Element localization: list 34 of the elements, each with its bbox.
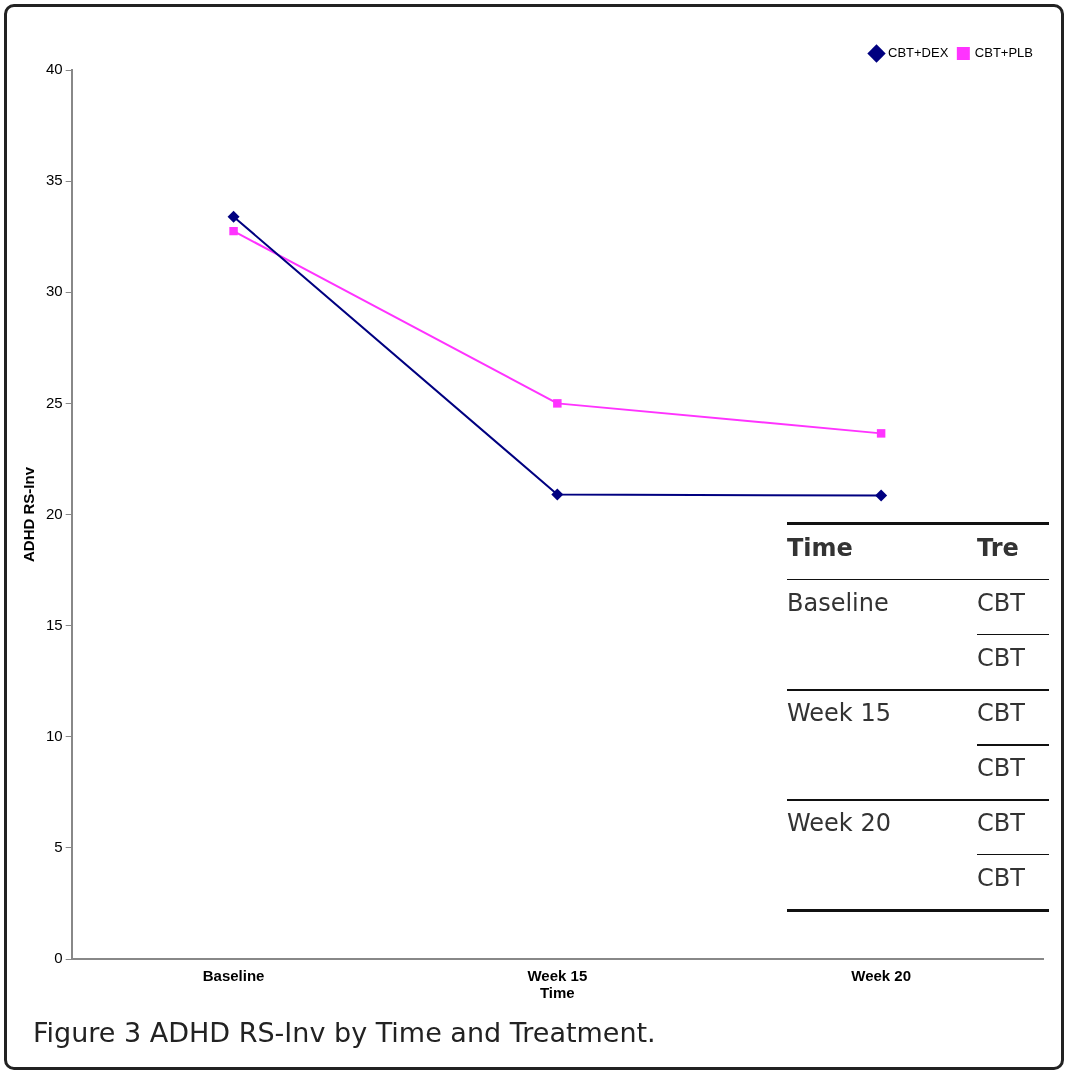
- annotation: Baseline: [787, 589, 889, 617]
- point: [876, 429, 886, 438]
- x-tick-label: Week 20: [851, 967, 911, 985]
- y-tick-label: 35: [46, 171, 63, 189]
- point: [553, 399, 562, 408]
- x-tick-label: Baseline: [202, 967, 265, 985]
- y-tick-label: 10: [46, 726, 63, 744]
- x-tick-label: Week 15: [527, 967, 588, 985]
- y-tick-label: 20: [46, 504, 63, 522]
- annotation: Week 15: [787, 699, 891, 727]
- y-tick-label: 30: [46, 282, 63, 300]
- annotation: Tre: [977, 534, 1019, 562]
- legend-label: CBT+PLB: [974, 45, 1034, 61]
- y-tick-label: 0: [54, 949, 63, 967]
- point: [229, 226, 238, 236]
- y-tick-label: 40: [46, 60, 63, 78]
- y-axis-title: ADHD RS-Inv: [20, 466, 38, 563]
- annotation: CBT: [977, 644, 1025, 672]
- y-tick-label: 5: [54, 838, 63, 856]
- y-tick-label: 25: [46, 393, 63, 411]
- annotation: CBT: [977, 699, 1025, 727]
- text: Figure 3 ADHD RS-Inv by Time and Treatment.: [33, 1017, 656, 1048]
- x-axis-title: Time: [539, 984, 575, 1002]
- annotation: Time: [787, 534, 853, 562]
- annotation: CBT: [977, 589, 1025, 617]
- y-tick-label: 15: [46, 615, 63, 633]
- point: [227, 210, 240, 223]
- annotation: CBT: [977, 754, 1025, 782]
- annotation: CBT: [977, 864, 1025, 892]
- annotation: Week 20: [787, 809, 891, 837]
- annotation: CBT: [977, 809, 1025, 837]
- legend-label: CBT+DEX: [888, 45, 949, 61]
- point: [551, 488, 564, 501]
- point: [875, 489, 888, 502]
